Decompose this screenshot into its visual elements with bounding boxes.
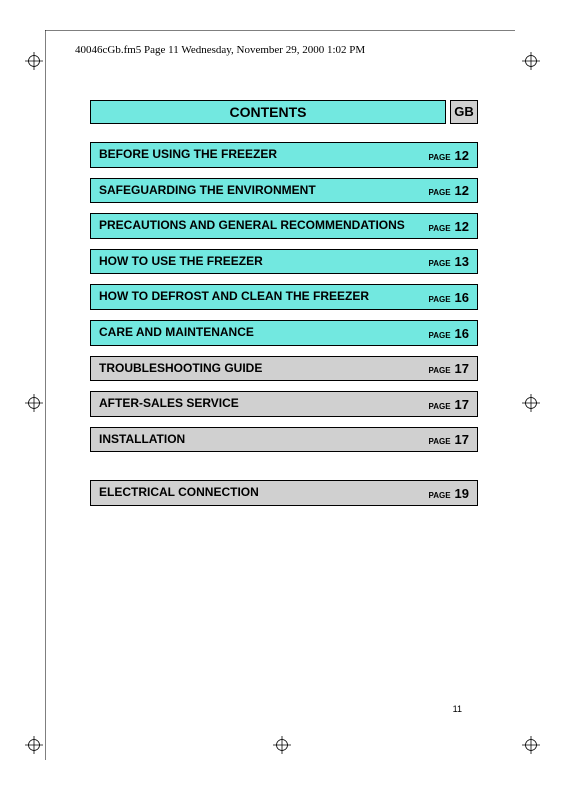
toc-entry: ELECTRICAL CONNECTION PAGE 19 — [90, 480, 478, 506]
registration-mark-icon — [522, 394, 540, 412]
page-value: 13 — [455, 254, 469, 269]
page-value: 19 — [455, 486, 469, 501]
toc-entry-page: PAGE 16 — [428, 326, 469, 341]
page-label: PAGE — [428, 402, 450, 411]
toc-entry: HOW TO DEFROST AND CLEAN THE FREEZER PAGE… — [90, 284, 478, 310]
page-value: 17 — [455, 432, 469, 447]
toc-entry-title: CARE AND MAINTENANCE — [99, 325, 254, 341]
toc-entry-title: ELECTRICAL CONNECTION — [99, 485, 259, 501]
page-label: PAGE — [428, 331, 450, 340]
page-label: PAGE — [428, 491, 450, 500]
toc-entry-page: PAGE 17 — [428, 397, 469, 412]
page-value: 12 — [455, 148, 469, 163]
page-label: PAGE — [428, 295, 450, 304]
page-value: 17 — [455, 361, 469, 376]
registration-mark-icon — [25, 52, 43, 70]
page-label: PAGE — [428, 437, 450, 446]
page-label: PAGE — [428, 188, 450, 197]
toc-entry: TROUBLESHOOTING GUIDE PAGE 17 — [90, 356, 478, 382]
toc-entry-page: PAGE 17 — [428, 432, 469, 447]
registration-mark-icon — [522, 736, 540, 754]
toc-entry: AFTER-SALES SERVICE PAGE 17 — [90, 391, 478, 417]
page-label: PAGE — [428, 224, 450, 233]
page-number: 11 — [453, 704, 462, 714]
toc-entry-title: INSTALLATION — [99, 432, 185, 448]
toc-entry-title: HOW TO DEFROST AND CLEAN THE FREEZER — [99, 289, 369, 305]
toc-entry: SAFEGUARDING THE ENVIRONMENT PAGE 12 — [90, 178, 478, 204]
toc-entry-page: PAGE 12 — [428, 219, 469, 234]
toc-entry-page: PAGE 16 — [428, 290, 469, 305]
page-value: 12 — [455, 183, 469, 198]
toc-entry-title: AFTER-SALES SERVICE — [99, 396, 239, 412]
title-row: CONTENTS GB — [90, 100, 478, 124]
toc-entry: CARE AND MAINTENANCE PAGE 16 — [90, 320, 478, 346]
toc-entry-page: PAGE 12 — [428, 148, 469, 163]
section-gap — [90, 462, 478, 480]
toc-entry-page: PAGE 17 — [428, 361, 469, 376]
toc-entry: BEFORE USING THE FREEZER PAGE 12 — [90, 142, 478, 168]
toc-entry-title: PRECAUTIONS AND GENERAL RECOMMENDATIONS — [99, 218, 405, 234]
registration-mark-icon — [25, 736, 43, 754]
toc-entry-title: BEFORE USING THE FREEZER — [99, 147, 277, 163]
toc-entry: INSTALLATION PAGE 17 — [90, 427, 478, 453]
toc-entry-title: HOW TO USE THE FREEZER — [99, 254, 263, 270]
doc-header: 40046cGb.fm5 Page 11 Wednesday, November… — [75, 44, 365, 56]
contents-list: CONTENTS GB BEFORE USING THE FREEZER PAGE… — [90, 100, 478, 516]
toc-entry: HOW TO USE THE FREEZER PAGE 13 — [90, 249, 478, 275]
page-value: 16 — [455, 326, 469, 341]
page-label: PAGE — [428, 259, 450, 268]
page-label: PAGE — [428, 153, 450, 162]
page-value: 16 — [455, 290, 469, 305]
toc-entry-page: PAGE 12 — [428, 183, 469, 198]
toc-entry-title: TROUBLESHOOTING GUIDE — [99, 361, 262, 377]
toc-entry-page: PAGE 13 — [428, 254, 469, 269]
crop-line-left — [45, 30, 46, 760]
toc-entry-page: PAGE 19 — [428, 486, 469, 501]
page-value: 12 — [455, 219, 469, 234]
registration-mark-icon — [273, 736, 291, 754]
language-badge: GB — [450, 100, 478, 124]
page-label: PAGE — [428, 366, 450, 375]
registration-mark-icon — [522, 52, 540, 70]
registration-mark-icon — [25, 394, 43, 412]
page-value: 17 — [455, 397, 469, 412]
toc-entry: PRECAUTIONS AND GENERAL RECOMMENDATIONS P… — [90, 213, 478, 239]
crop-line-top — [45, 30, 515, 31]
toc-entry-title: SAFEGUARDING THE ENVIRONMENT — [99, 183, 316, 199]
contents-title: CONTENTS — [90, 100, 446, 124]
